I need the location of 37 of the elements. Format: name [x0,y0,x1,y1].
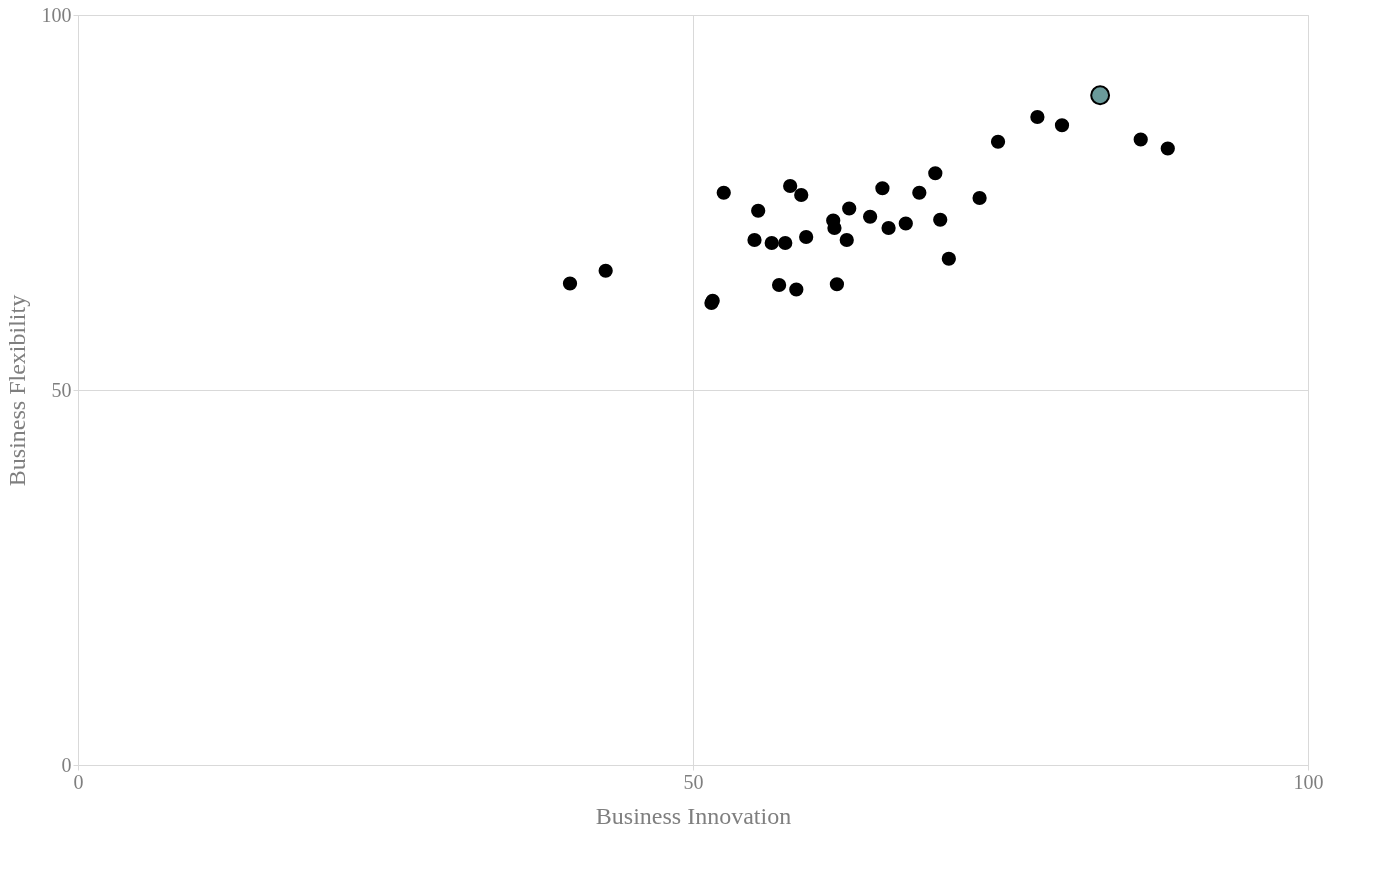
point [881,220,896,236]
point [1030,109,1045,125]
x-tick-label: 50 [683,770,704,793]
point [990,134,1006,149]
point [771,277,787,293]
point [912,185,927,200]
point [1054,118,1070,133]
point [933,212,948,227]
point [928,166,943,181]
point [789,282,804,297]
point [875,181,890,196]
point [898,216,913,231]
point [863,209,878,224]
point [598,263,613,278]
point [941,251,956,266]
point [747,232,762,248]
point [829,277,845,292]
point [562,276,578,291]
x-axis-title: Business Innovation [595,802,792,829]
point [764,235,779,251]
point [799,229,814,245]
y-tick-label: 50 [51,378,72,401]
y-tick-label: 0 [61,753,72,776]
point [1090,85,1111,106]
point [1133,132,1148,147]
point [751,203,766,218]
point [1160,141,1175,156]
point [794,187,809,203]
point [839,232,854,248]
point [842,201,857,216]
y-axis-title: Business Flexibility [3,294,30,487]
y-tick-label: 100 [41,3,72,26]
x-tick-label: 100 [1293,770,1324,793]
point [783,178,798,194]
point [972,190,987,206]
point [778,235,793,251]
point [716,185,731,200]
